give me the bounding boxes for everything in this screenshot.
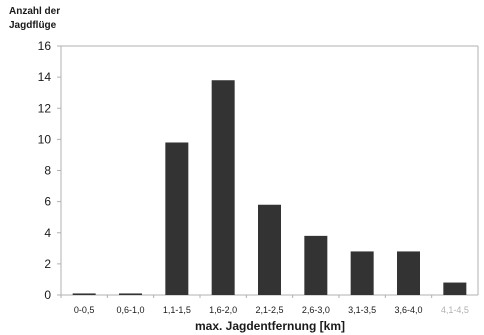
y-tick-label: 8 [44,164,51,178]
y-tick-label: 10 [38,132,52,146]
x-tick-label: 1,6-2,0 [209,305,237,315]
bar [165,142,189,295]
bar [304,235,328,295]
x-tick-label: 0-0,5 [74,305,95,315]
x-tick-label: 2,1-2,5 [255,305,283,315]
x-tick-label: 1,1-1,5 [163,305,191,315]
bar [119,293,142,295]
y-tick-label: 4 [44,226,51,240]
x-axis-title: max. Jagdentfernung [km] [194,319,346,333]
bar [258,204,281,295]
y-tick-label: 6 [44,195,51,209]
bar [72,293,96,295]
y-tick-label: 14 [38,70,52,84]
bar [443,282,467,295]
y-tick-label: 16 [38,39,52,53]
y-tick-label: 2 [44,257,51,271]
x-tick-label: 3,6-4,0 [394,305,422,315]
bar [211,80,235,295]
y-axis-title: Anzahl der Jagdflüge [9,6,61,31]
x-tick-label: 4,1-4,5 [441,305,469,315]
x-tick-label: 2,6-3,0 [302,305,330,315]
x-tick-label: 0,6-1,0 [116,305,144,315]
y-tick-label: 0 [44,288,51,302]
bar [350,251,374,295]
x-tick-label: 3,1-3,5 [348,305,376,315]
bar [397,251,420,295]
y-tick-label: 12 [38,101,52,115]
